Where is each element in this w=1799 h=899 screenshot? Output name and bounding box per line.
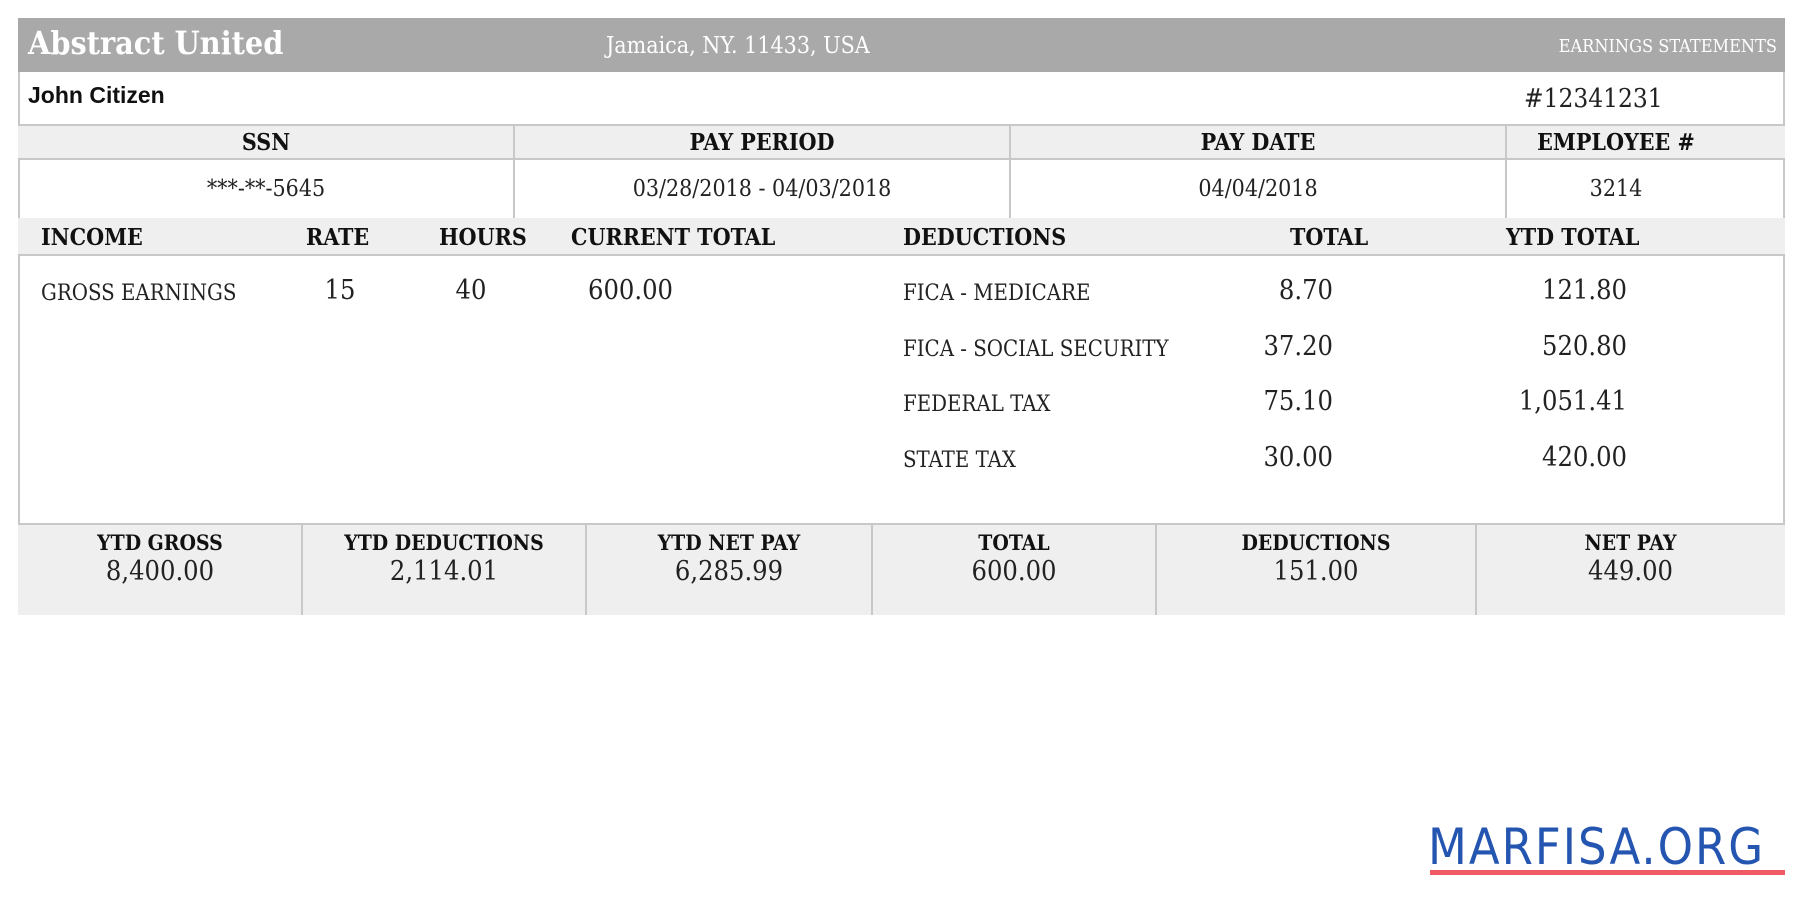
summary-band <box>18 523 1785 615</box>
deduction-total: 37.20 <box>1263 331 1333 362</box>
ytd-total-header: YTD TOTAL <box>1506 224 1640 251</box>
employee-name: John Citizen <box>28 82 165 108</box>
hours-header: HOURS <box>439 224 527 251</box>
rate-value: 15 <box>324 275 356 306</box>
employee-number-header: EMPLOYEE # <box>1537 129 1695 156</box>
divider <box>871 523 873 615</box>
info-header-band <box>18 124 1785 160</box>
deduction-total: 75.10 <box>1263 386 1333 417</box>
total-header: TOTAL <box>1290 224 1369 251</box>
statement-number: #12341231 <box>1524 84 1663 114</box>
net-pay-value: 449.00 <box>1588 556 1673 587</box>
deduction-label: FEDERAL TAX <box>903 392 1051 417</box>
current-total-header: CURRENT TOTAL <box>571 224 776 251</box>
company-address: Jamaica, NY. 11433, USA <box>606 33 870 59</box>
hours-value: 40 <box>455 275 487 306</box>
pay-period-value: 03/28/2018 - 04/03/2018 <box>632 176 892 202</box>
deduction-label: FICA - MEDICARE <box>903 281 1091 306</box>
deduction-label: FICA - SOCIAL SECURITY <box>903 337 1169 362</box>
deduction-ytd: 420.00 <box>1542 442 1627 473</box>
document-type: EARNINGS STATEMENTS <box>1558 36 1777 57</box>
deduction-total: 30.00 <box>1263 442 1333 473</box>
deductions-value: 151.00 <box>1273 556 1359 587</box>
deductions-label: DEDUCTIONS <box>1241 530 1391 555</box>
divider <box>1505 124 1507 219</box>
ytd-deductions-value: 2,114.01 <box>389 556 499 587</box>
divider <box>301 523 303 615</box>
deduction-total: 8.70 <box>1278 275 1333 306</box>
deduction-label: STATE TAX <box>903 448 1016 473</box>
ssn-header: SSN <box>241 129 291 156</box>
current-total-value: 600.00 <box>588 275 673 306</box>
ytd-net-pay-label: YTD NET PAY <box>657 530 801 555</box>
divider <box>1155 523 1157 615</box>
net-pay-label: NET PAY <box>1584 530 1677 555</box>
total-value: 600.00 <box>971 556 1057 587</box>
pay-date-value: 04/04/2018 <box>1198 176 1318 202</box>
income-header: INCOME <box>41 224 143 251</box>
income-label: GROSS EARNINGS <box>41 281 237 306</box>
ytd-deductions-label: YTD DEDUCTIONS <box>344 530 544 555</box>
deduction-ytd: 1,051.41 <box>1518 386 1627 417</box>
divider <box>513 124 515 219</box>
company-name: Abstract United <box>28 24 284 62</box>
divider <box>1475 523 1477 615</box>
pay-period-header: PAY PERIOD <box>689 129 835 156</box>
ytd-net-pay-value: 6,285.99 <box>674 556 784 587</box>
ssn-value: ***-**-5645 <box>206 176 326 202</box>
deduction-ytd: 121.80 <box>1542 275 1627 306</box>
watermark-underline <box>1430 870 1785 875</box>
employee-number-value: 3214 <box>1589 176 1643 202</box>
divider <box>585 523 587 615</box>
rate-header: RATE <box>306 224 370 251</box>
ytd-gross-value: 8,400.00 <box>105 556 215 587</box>
deductions-header: DEDUCTIONS <box>903 224 1067 251</box>
ytd-gross-label: YTD GROSS <box>97 530 223 555</box>
income-header-band <box>18 218 1785 256</box>
total-label: TOTAL <box>978 530 1050 555</box>
divider <box>1009 124 1011 219</box>
pay-date-header: PAY DATE <box>1200 129 1316 156</box>
watermark-logo: MARFISA.ORG <box>1428 818 1766 876</box>
deduction-ytd: 520.80 <box>1542 331 1627 362</box>
header-bar <box>18 18 1785 72</box>
